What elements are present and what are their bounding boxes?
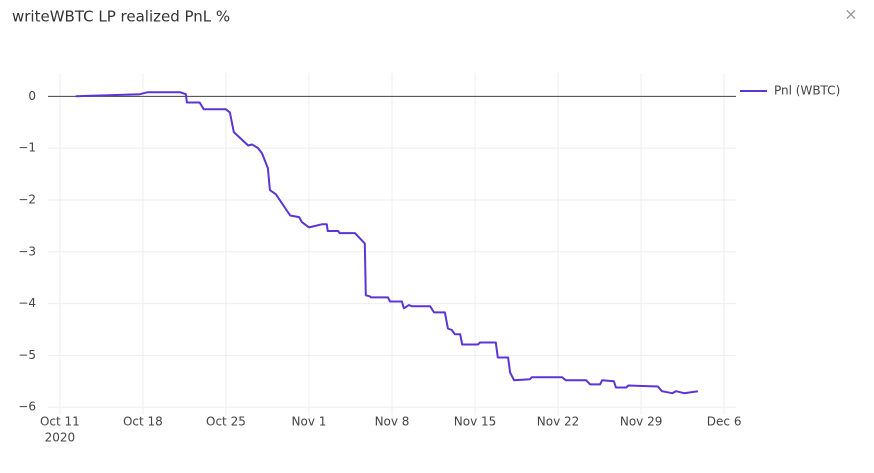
x-tick-label: Nov 1 <box>292 415 327 429</box>
x-tick-label: Oct 25 <box>206 415 246 429</box>
y-tick-label: −5 <box>18 348 36 362</box>
chart-title: writeWBTC LP realized PnL % <box>12 8 230 26</box>
y-tick-label: −2 <box>18 192 36 206</box>
y-tick-label: 0 <box>28 89 36 103</box>
x-year-label: 2020 <box>45 431 76 445</box>
x-tick-label: Nov 8 <box>375 415 410 429</box>
x-tick-label: Dec 6 <box>707 415 742 429</box>
y-tick-label: −6 <box>18 400 36 414</box>
x-tick-label: Nov 29 <box>620 415 663 429</box>
x-tick-label: Nov 22 <box>537 415 580 429</box>
y-tick-label: −1 <box>18 141 36 155</box>
x-tick-label: Oct 18 <box>123 415 163 429</box>
y-tick-label: −3 <box>18 244 36 258</box>
line <box>75 91 699 395</box>
legend-label: Pnl (WBTC) <box>774 84 840 98</box>
x-tick-label: Oct 11 <box>40 415 80 429</box>
y-tick-label: −4 <box>18 296 36 310</box>
x-tick-label: Nov 15 <box>454 415 497 429</box>
close-button[interactable]: × <box>844 5 857 24</box>
